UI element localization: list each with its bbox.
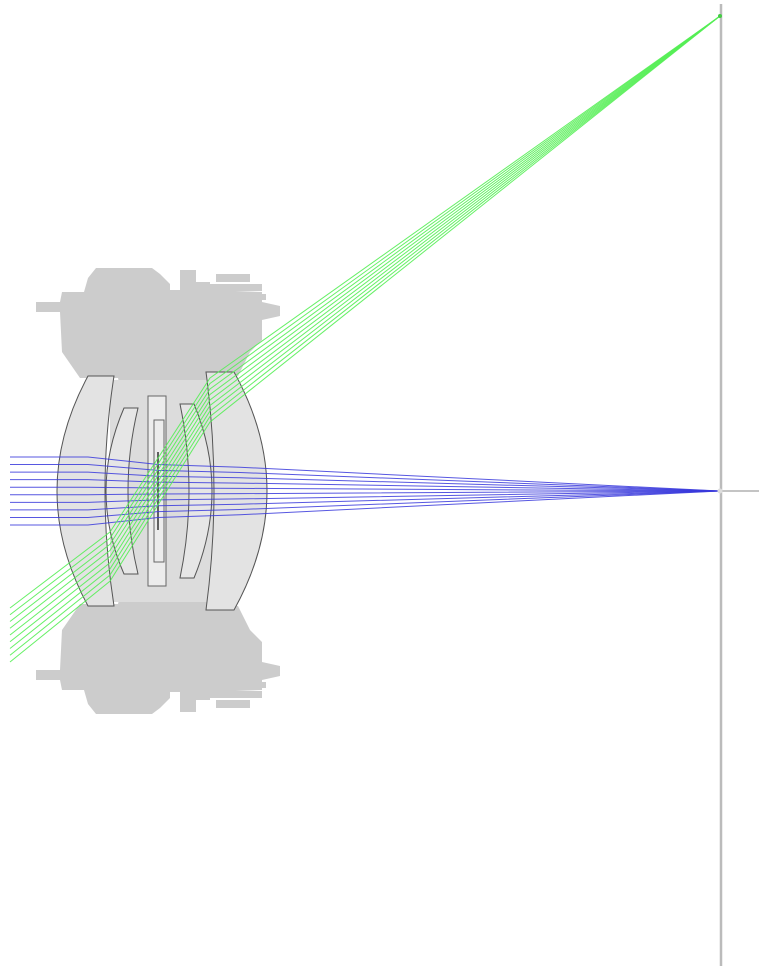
axial-ray	[10, 490, 721, 526]
axial-ray	[10, 490, 721, 518]
lower-focus-ring	[206, 691, 262, 698]
off-axis-ray	[9, 15, 721, 616]
off-axis-ray	[9, 15, 721, 636]
off-axis-ray	[9, 15, 721, 609]
off-axis-ray	[9, 15, 721, 663]
lens-element-5	[179, 403, 213, 579]
axial-ray	[10, 490, 721, 511]
off-axis-focus-point	[718, 14, 722, 18]
upper-focus-ring	[206, 284, 262, 291]
off-axis-ray	[9, 15, 721, 649]
axial-focus-point	[717, 488, 723, 494]
off-axis-ray	[9, 15, 721, 656]
off-axis-ray-bundle	[9, 15, 721, 663]
lower-focus-ring	[216, 700, 250, 708]
upper-focus-ring	[216, 274, 250, 282]
lens-element-1	[56, 375, 115, 607]
lower-focus-ring	[222, 682, 266, 688]
off-axis-ray	[9, 15, 721, 629]
upper-focus-ring	[222, 294, 266, 300]
lens-element-6	[205, 371, 268, 611]
off-axis-ray	[9, 15, 721, 643]
off-axis-ray	[9, 15, 721, 622]
